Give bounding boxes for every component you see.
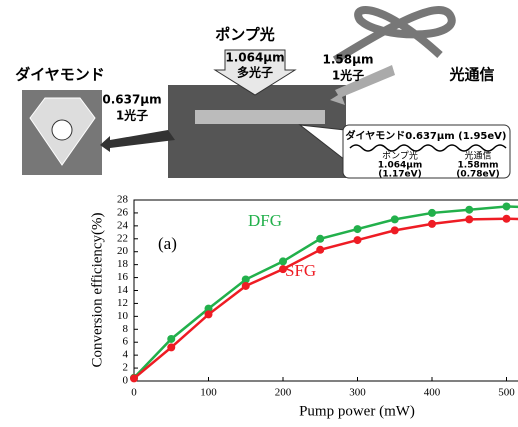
x-axis-label: Pump power (mW): [299, 403, 415, 419]
x-tick-label: 300: [349, 387, 366, 399]
diamond-photons: 1光子: [116, 108, 148, 123]
x-tick-label: 0: [131, 387, 137, 399]
telecom-label: 光通信: [448, 66, 494, 84]
series-line: [134, 219, 518, 379]
y-tick-label: 28: [117, 194, 129, 206]
point: [428, 209, 436, 217]
output-arrow: [100, 130, 175, 152]
point: [503, 215, 511, 223]
point: [316, 235, 324, 243]
x-tick-label: 200: [275, 387, 292, 399]
waveguide: [195, 110, 325, 124]
y-tick-label: 20: [117, 245, 129, 257]
x-tick-label: 400: [424, 387, 441, 399]
y-tick-label: 4: [123, 349, 129, 361]
point: [354, 225, 362, 233]
x-tick-label: 100: [200, 387, 217, 399]
y-tick-label: 14: [117, 284, 129, 296]
series-line: [134, 206, 518, 377]
figure: ポンプ光 1.064μm 多光子 1.58μm 1光子 光通信 ダイヤモンド 0…: [0, 0, 518, 427]
y-tick-label: 6: [123, 336, 129, 348]
point: [167, 335, 175, 343]
y-axis-label: Conversion efficiency(%): [89, 212, 105, 367]
y-tick-label: 26: [117, 206, 129, 218]
telecom-wavelength: 1.58μm: [323, 53, 374, 67]
pump-title: ポンプ光: [215, 26, 275, 44]
y-tick-label: 16: [117, 271, 129, 283]
point: [167, 343, 175, 351]
point: [503, 202, 511, 210]
y-tick-label: 2: [123, 362, 129, 374]
panel-label: (a): [158, 234, 177, 253]
y-tick-label: 8: [123, 323, 129, 335]
inset-pump-energy: (1.17eV): [378, 170, 422, 180]
inset-telecom-energy: (0.78eV): [456, 170, 500, 180]
diamond-wavelength: 0.637μm: [102, 93, 161, 107]
point: [465, 206, 473, 214]
point: [242, 282, 250, 290]
y-tick-label: 24: [117, 219, 129, 231]
y-tick-label: 18: [117, 258, 129, 270]
point: [391, 226, 399, 234]
y-tick-label: 0: [123, 375, 129, 387]
point: [316, 246, 324, 254]
point: [354, 236, 362, 244]
point: [130, 374, 138, 382]
diagram: ポンプ光 1.064μm 多光子 1.58μm 1光子 光通信 ダイヤモンド 0…: [15, 10, 510, 180]
spot: [52, 120, 72, 140]
series-label: SFG: [285, 261, 316, 280]
point: [391, 215, 399, 223]
series-label: DFG: [248, 211, 282, 230]
point: [428, 220, 436, 228]
pump-photons: 多光子: [237, 65, 273, 80]
x-tick-label: 500: [498, 387, 515, 399]
telecom-photons: 1光子: [332, 68, 364, 83]
inset-top: ダイヤモンド0.637μm (1.95eV): [346, 129, 507, 142]
y-tick-label: 12: [117, 297, 128, 309]
plot-frame: [134, 200, 518, 381]
point: [205, 310, 213, 318]
y-tick-label: 10: [117, 310, 129, 322]
pump-wavelength: 1.064μm: [225, 51, 284, 65]
diamond-label: ダイヤモンド: [15, 66, 105, 84]
point: [465, 215, 473, 223]
y-tick-label: 22: [117, 232, 128, 244]
